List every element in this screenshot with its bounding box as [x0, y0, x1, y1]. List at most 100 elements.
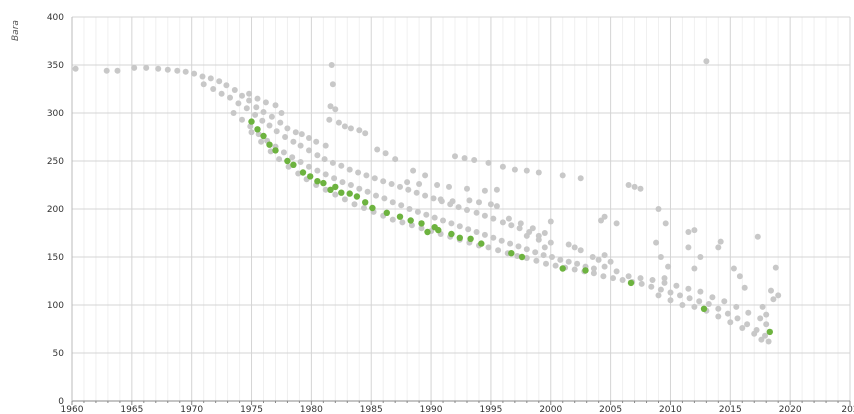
data-point [259, 117, 266, 124]
data-point [511, 166, 518, 173]
x-tick-label: 1965 [120, 405, 143, 414]
x-tick-label: 2005 [599, 405, 622, 414]
data-point [289, 154, 296, 161]
data-point [200, 81, 207, 88]
data-point [523, 167, 530, 174]
data-point [552, 262, 559, 269]
data-point [498, 237, 505, 244]
data-point [523, 246, 530, 253]
data-point [332, 191, 339, 198]
x-tick-label: 202 [841, 405, 854, 414]
data-point [338, 162, 345, 169]
x-tick-label: 2000 [539, 405, 562, 414]
data-point [508, 222, 515, 229]
data-point [253, 104, 260, 111]
data-point [653, 239, 660, 246]
data-point [464, 185, 470, 192]
data-point [661, 275, 668, 282]
data-point [590, 265, 597, 272]
data-point [239, 92, 245, 99]
x-tick-label: 1960 [61, 405, 84, 414]
data-point [361, 205, 367, 211]
data-point [481, 231, 488, 238]
data-point [437, 196, 444, 203]
data-point [490, 234, 497, 241]
data-point [239, 116, 245, 123]
data-point [392, 156, 399, 163]
data-point [290, 161, 297, 168]
data-point [285, 163, 292, 170]
data-point [408, 222, 415, 229]
data-point [691, 227, 698, 234]
data-point [292, 129, 299, 136]
data-point [314, 167, 321, 174]
data-point [314, 152, 321, 159]
data-point [410, 167, 417, 174]
data-point [648, 283, 655, 290]
data-point [290, 138, 297, 145]
data-point [598, 217, 604, 224]
data-point [507, 240, 514, 247]
data-point [341, 196, 348, 203]
data-point [278, 110, 285, 116]
data-point [231, 87, 238, 93]
data-point [347, 125, 354, 132]
data-point [577, 247, 584, 254]
data-point [448, 220, 455, 227]
data-point [246, 90, 253, 97]
data-point [547, 239, 554, 246]
data-point [143, 64, 150, 71]
data-point [736, 273, 743, 280]
data-point [600, 273, 607, 280]
data-point [759, 303, 766, 310]
data-point [535, 236, 542, 243]
data-point [418, 220, 425, 227]
data-point [362, 130, 369, 137]
x-tick-label: 2010 [659, 405, 682, 414]
data-point [679, 302, 686, 308]
data-point [717, 238, 724, 245]
data-point [332, 106, 339, 113]
data-point [327, 186, 334, 193]
data-point [431, 214, 438, 221]
data-point [601, 213, 608, 220]
data-point [765, 338, 772, 345]
data-point [255, 131, 262, 138]
x-tick-label: 2015 [719, 405, 742, 414]
data-point [246, 97, 253, 104]
data-point [328, 62, 335, 68]
data-point [589, 254, 596, 260]
y-axis-label: Bara [11, 20, 21, 41]
data-point [529, 225, 536, 232]
data-point [467, 235, 474, 242]
data-point [322, 171, 329, 178]
data-point [227, 94, 233, 101]
data-point [260, 132, 267, 140]
data-point [715, 313, 722, 320]
x-tick-label: 1975 [240, 405, 263, 414]
data-point [478, 240, 485, 247]
data-point [691, 303, 698, 310]
data-point [772, 264, 779, 271]
data-point [476, 199, 482, 206]
data-point [267, 148, 274, 155]
data-point [341, 123, 348, 130]
data-point [346, 166, 353, 173]
x-tick-label: 1995 [479, 405, 502, 414]
data-point [686, 295, 693, 302]
data-point [297, 159, 304, 165]
data-point [595, 256, 602, 263]
data-point [487, 201, 494, 208]
data-point [768, 287, 774, 294]
x-tick-label: 1985 [360, 405, 383, 414]
data-point [613, 220, 620, 227]
data-point [406, 206, 413, 212]
data-point [655, 206, 662, 212]
data-point [471, 157, 478, 163]
data-point [625, 182, 632, 188]
data-point [627, 279, 635, 287]
data-point [353, 193, 361, 200]
data-point [631, 183, 638, 190]
data-point [685, 229, 692, 235]
